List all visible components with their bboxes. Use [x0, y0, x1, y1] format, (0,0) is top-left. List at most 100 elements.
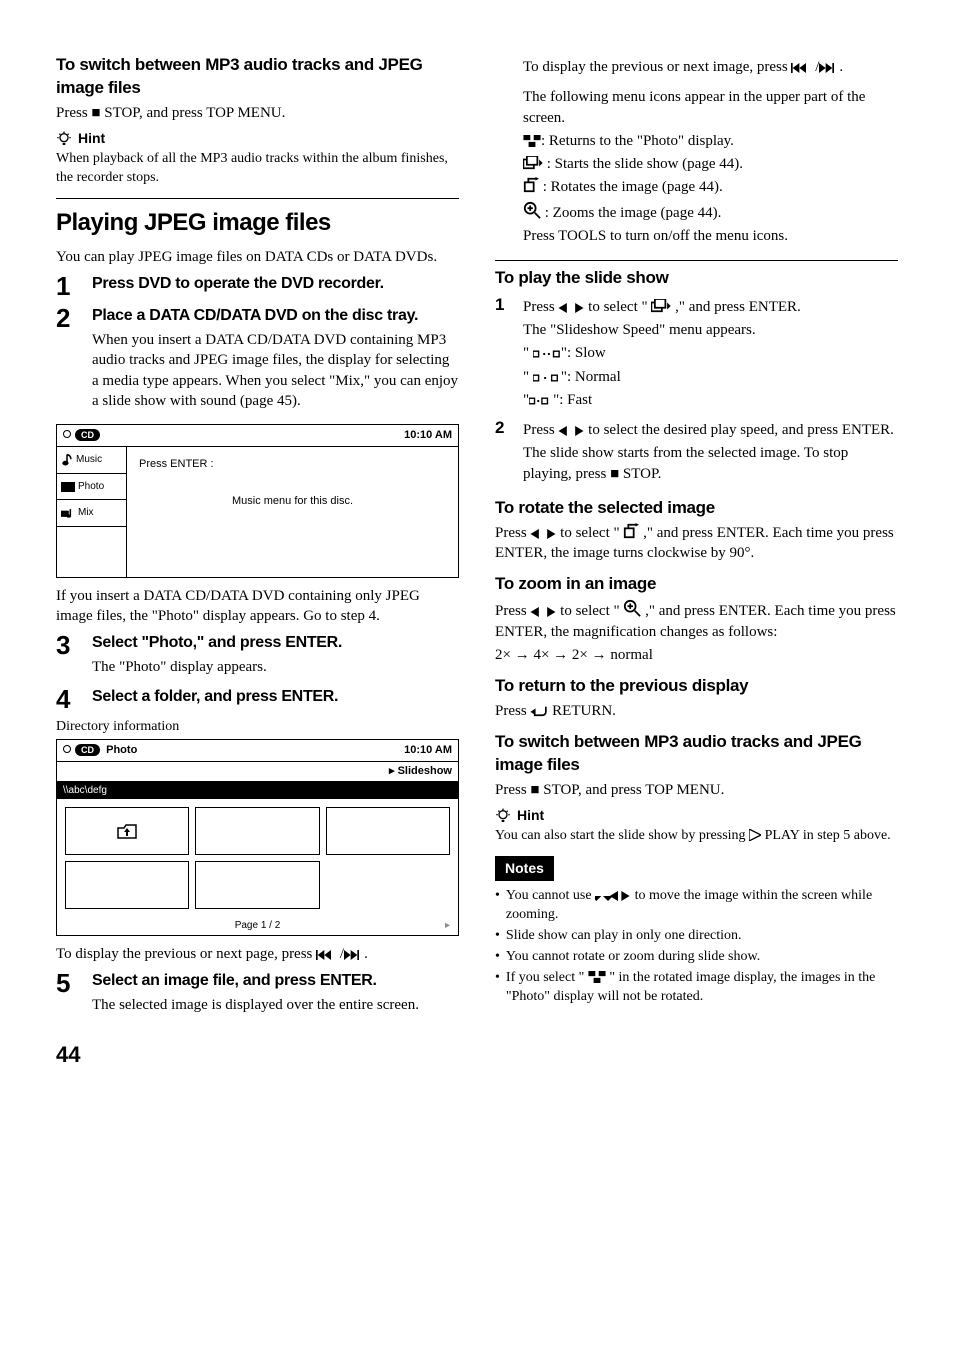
step-4: 4 Select a folder, and press ENTER. — [56, 686, 459, 712]
thumbnail[interactable] — [195, 861, 319, 909]
step-body: The "Photo" display appears. — [92, 657, 459, 677]
zoom-sequence: 2× → 4× → 2× → normal — [495, 645, 898, 665]
ui-time: 10:10 AM — [404, 428, 452, 443]
ui-center: Press ENTER : Music menu for this disc. — [127, 447, 458, 577]
page-number: 44 — [56, 1040, 459, 1070]
slideshow-button[interactable]: ▸ Slideshow — [57, 762, 458, 782]
step-title: Place a DATA CD/DATA DVD on the disc tra… — [92, 305, 459, 327]
zoom-icon — [523, 201, 541, 219]
next-icon — [344, 950, 364, 960]
right-column: To display the previous or next image, p… — [495, 54, 898, 1070]
step-title: Select a folder, and press ENTER. — [92, 686, 459, 708]
hint-body-r: You can also start the slide show by pre… — [495, 827, 898, 846]
sidebar-item-photo[interactable]: Photo — [57, 474, 126, 501]
hint-label: Hint — [78, 129, 105, 148]
step-body: The selected image is displayed over the… — [92, 995, 459, 1015]
step-number: 4 — [56, 686, 78, 712]
pager: Page 1 / 2▸ — [57, 917, 458, 935]
step-title: Select an image file, and press ENTER. — [92, 970, 459, 992]
next-page-icon[interactable]: ▸ — [445, 919, 450, 933]
thumbnail[interactable] — [195, 807, 319, 855]
switch-body-r: Press ■ STOP, and press TOP MENU. — [495, 780, 898, 800]
step-number: 1 — [56, 273, 78, 299]
caption-directory: Directory information — [56, 718, 459, 737]
return-body: Press RETURN. — [495, 701, 898, 721]
step-number: 2 — [56, 305, 78, 414]
heading-rotate: To rotate the selected image — [495, 497, 898, 520]
sidebar-item-music[interactable]: Music — [57, 447, 126, 474]
notes-badge: Notes — [495, 856, 554, 881]
step-number: 3 — [56, 632, 78, 680]
folder-up[interactable] — [65, 807, 189, 855]
major-intro: You can play JPEG image files on DATA CD… — [56, 247, 459, 267]
step-body: When you insert a DATA CD/DATA DVD conta… — [92, 330, 459, 411]
substep-detail: The slide show starts from the selected … — [523, 443, 898, 484]
rotate-body: Press to select " ," and press ENTER. Ea… — [495, 523, 898, 564]
rotate-icon — [623, 523, 639, 539]
speed-fast: "": Fast — [523, 390, 898, 410]
substep-detail: The "Slideshow Speed" menu appears. — [523, 320, 898, 340]
note-item: You cannot use to move the image within … — [495, 887, 898, 925]
step-title: Press DVD to operate the DVD recorder. — [92, 273, 459, 295]
note-item: Slide show can play in only one directio… — [495, 927, 898, 946]
heading-slideshow: To play the slide show — [495, 267, 898, 290]
divider — [495, 260, 898, 261]
cd-badge: CD — [75, 429, 100, 441]
substep-text: Press to select " ," and press ENTER. — [523, 297, 898, 317]
ui-media-select: CD 10:10 AM Music Photo Mix Press ENTER … — [56, 424, 459, 578]
speed-normal: " ": Normal — [523, 367, 898, 387]
ui-path: \\abc\defg — [57, 782, 458, 800]
left-column: To switch between MP3 audio tracks and J… — [56, 54, 459, 1070]
ui-line1: Press ENTER : — [139, 457, 446, 472]
speed-normal-icon — [533, 373, 561, 383]
step-title: Select "Photo," and press ENTER. — [92, 632, 459, 654]
substep-number: 1 — [495, 294, 511, 413]
left-right-icon — [558, 303, 584, 313]
step-3: 3 Select "Photo," and press ENTER. The "… — [56, 632, 459, 680]
prev-icon — [791, 63, 811, 73]
zoom-icon — [623, 599, 641, 617]
grid-icon — [523, 135, 541, 147]
ui-sidebar: Music Photo Mix — [57, 447, 127, 577]
left-right-icon — [530, 529, 556, 539]
heading-switch-r: To switch between MP3 audio tracks and J… — [495, 731, 898, 777]
step-5: 5 Select an image file, and press ENTER.… — [56, 970, 459, 1018]
step4-after: To display the previous or next page, pr… — [56, 944, 459, 964]
bulb-icon — [56, 131, 72, 147]
divider — [56, 198, 459, 199]
heading-zoom: To zoom in an image — [495, 573, 898, 596]
speed-slow-icon — [533, 349, 561, 359]
substep-text: Press to select the desired play speed, … — [523, 420, 898, 440]
ui-line2: Music menu for this disc. — [139, 494, 446, 509]
arrows-icon — [595, 891, 631, 901]
grid-icon — [588, 971, 606, 983]
left-right-icon — [530, 607, 556, 617]
step-2: 2 Place a DATA CD/DATA DVD on the disc t… — [56, 305, 459, 414]
next-icon — [819, 63, 839, 73]
ui-title: Photo — [106, 744, 137, 756]
speed-slow: " ": Slow — [523, 343, 898, 363]
heading-switch: To switch between MP3 audio tracks and J… — [56, 54, 459, 100]
rotate-icon — [523, 177, 539, 193]
hint-label: Hint — [517, 806, 544, 825]
note-item: If you select " " in the rotated image d… — [495, 969, 898, 1007]
hint-body: When playback of all the MP3 audio track… — [56, 150, 459, 188]
heading-return: To return to the previous display — [495, 675, 898, 698]
substep-2: 2 Press to select the desired play speed… — [495, 417, 898, 487]
text-switch-body: Press ■ STOP, and press TOP MENU. — [56, 103, 459, 123]
step2-after: If you insert a DATA CD/DATA DVD contain… — [56, 586, 459, 627]
notes-list: You cannot use to move the image within … — [495, 887, 898, 1006]
note-item: You cannot rotate or zoom during slide s… — [495, 948, 898, 967]
sidebar-item-mix[interactable]: Mix — [57, 500, 126, 527]
substep-number: 2 — [495, 417, 511, 487]
slideshow-icon — [651, 299, 671, 313]
menu-outro: Press TOOLS to turn on/off the menu icon… — [523, 226, 898, 246]
top-display-line: To display the previous or next image, p… — [523, 57, 898, 77]
menu-intro: The following menu icons appear in the u… — [523, 87, 898, 128]
step-number: 5 — [56, 970, 78, 1018]
return-icon — [530, 705, 548, 717]
menu-list: : Returns to the "Photo" display. : Star… — [523, 131, 898, 246]
heading-major: Playing JPEG image files — [56, 207, 459, 239]
thumbnail[interactable] — [65, 861, 189, 909]
thumbnail[interactable] — [326, 807, 450, 855]
